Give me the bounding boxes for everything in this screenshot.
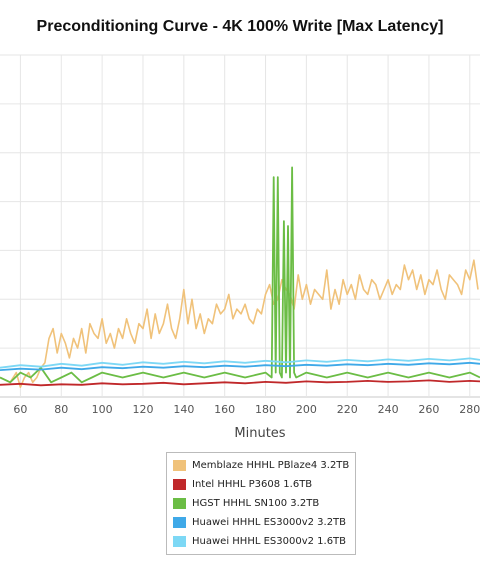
- legend-item[interactable]: Intel HHHL P3608 1.6TB: [173, 475, 349, 494]
- x-tick-label: 120: [132, 403, 153, 416]
- legend-label: Huawei HHHL ES3000v2 1.6TB: [192, 536, 347, 547]
- x-axis-title: Minutes: [234, 426, 285, 441]
- x-tick-label: 220: [337, 403, 358, 416]
- series-line-3: [0, 166, 480, 384]
- legend-swatch: [173, 536, 186, 547]
- x-tick-label: 260: [418, 403, 439, 416]
- legend-label: Intel HHHL P3608 1.6TB: [192, 479, 313, 490]
- series-lines: [0, 166, 480, 389]
- legend-label: HGST HHHL SN100 3.2TB: [192, 498, 320, 509]
- x-tick-label: 180: [255, 403, 276, 416]
- legend-item[interactable]: Huawei HHHL ES3000v2 3.2TB: [173, 513, 349, 532]
- series-line-4: [0, 361, 480, 371]
- x-tick-label: 140: [173, 403, 194, 416]
- x-tick-label: 200: [296, 403, 317, 416]
- legend: Memblaze HHHL PBlaze4 3.2TB Intel HHHL P3…: [166, 452, 356, 555]
- legend-label: Huawei HHHL ES3000v2 3.2TB: [192, 517, 347, 528]
- legend-item[interactable]: Memblaze HHHL PBlaze4 3.2TB: [173, 456, 349, 475]
- grid-lines: [0, 54, 480, 398]
- series-line-2: [0, 379, 480, 387]
- x-tick-label: 160: [214, 403, 235, 416]
- legend-item[interactable]: HGST HHHL SN100 3.2TB: [173, 494, 349, 513]
- x-tick-label: 80: [54, 403, 68, 416]
- legend-swatch: [173, 498, 186, 509]
- x-tick-label: 60: [13, 403, 27, 416]
- legend-label: Memblaze HHHL PBlaze4 3.2TB: [192, 460, 350, 471]
- x-tick-labels: 60 80 100 120 140 160 180 200 220 240 260 280: [13, 403, 480, 416]
- x-tick-label: 240: [378, 403, 399, 416]
- legend-item[interactable]: Huawei HHHL ES3000v2 1.6TB: [173, 532, 349, 551]
- legend-swatch: [173, 460, 186, 471]
- chart-title: Preconditioning Curve - 4K 100% Write [M…: [36, 18, 444, 35]
- legend-swatch: [173, 479, 186, 490]
- x-tick-label: 100: [92, 403, 113, 416]
- legend-swatch: [173, 517, 186, 528]
- series-line-1: [0, 259, 479, 389]
- x-tick-label: 280: [459, 403, 480, 416]
- series-line-5: [0, 357, 480, 369]
